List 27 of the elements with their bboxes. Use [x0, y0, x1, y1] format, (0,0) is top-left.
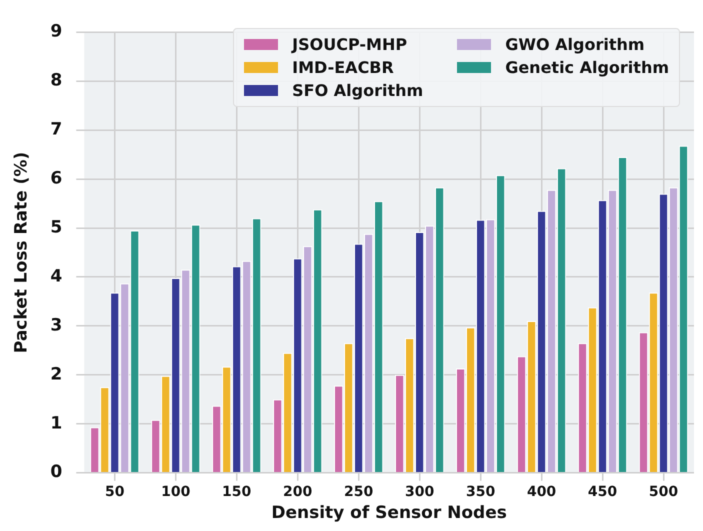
x-tick-label: 450 [588, 484, 618, 500]
y-tick-label: 3 [50, 315, 62, 336]
legend-label: JSOUCP-MHP [292, 35, 408, 54]
x-tick-label: 250 [344, 484, 374, 500]
x-tick-label: 200 [283, 484, 313, 500]
x-tick-label: 300 [404, 484, 434, 500]
legend-label: GWO Algorithm [505, 35, 645, 54]
x-tick-label: 150 [222, 484, 252, 500]
y-tick-label: 6 [50, 168, 62, 188]
y-tick-label: 9 [50, 22, 62, 42]
x-tick-label: 500 [648, 484, 678, 500]
x-axis-title: Density of Sensor Nodes [271, 503, 507, 524]
y-tick-label: 7 [50, 120, 62, 140]
y-tick-label: 0 [50, 462, 62, 482]
y-axis-title: Packet Loss Rate (%) [12, 152, 32, 354]
legend-label: IMD-EACBR [292, 58, 394, 77]
x-tick-label: 350 [466, 484, 496, 500]
y-tick-label: 5 [50, 217, 62, 238]
x-tick-label: 100 [161, 484, 191, 500]
y-tick-label: 2 [50, 364, 62, 384]
legend-label: SFO Algorithm [292, 81, 424, 100]
y-tick-label: 1 [50, 413, 62, 434]
y-tick-label: 8 [50, 70, 62, 91]
x-tick-label: 400 [526, 484, 556, 500]
legend-label: Genetic Algorithm [505, 58, 669, 77]
y-tick-label: 4 [50, 266, 62, 286]
x-tick-label: 50 [104, 484, 125, 500]
